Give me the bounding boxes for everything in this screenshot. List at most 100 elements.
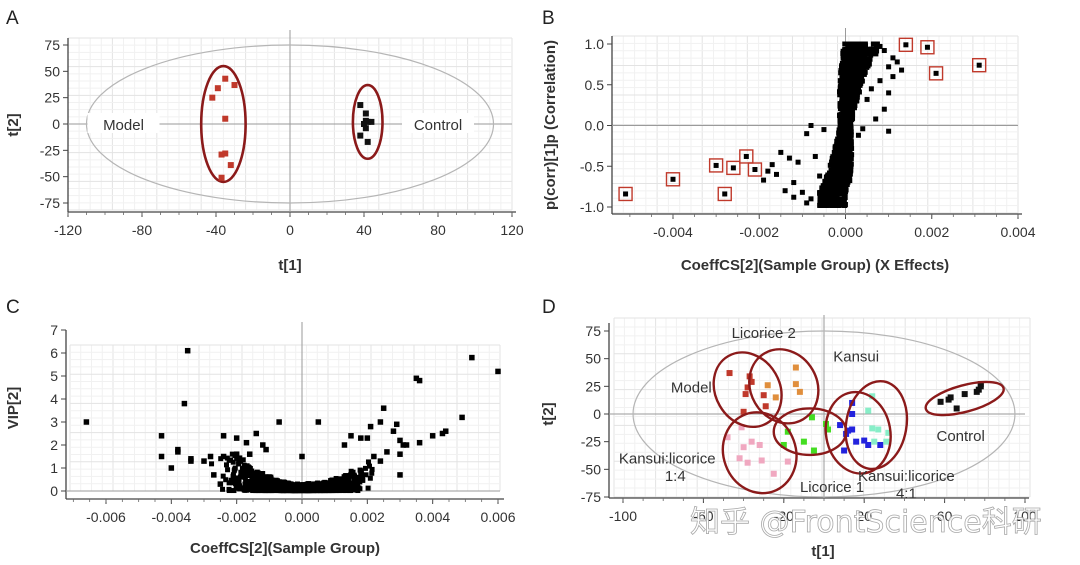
data-point — [253, 430, 260, 437]
dense-point — [817, 199, 823, 205]
dense-point — [846, 73, 852, 79]
panel-a: A -120 -80 -40 0 40 80 120 75 50 25 0 -25 -50 -75 Mod… — [5, 8, 524, 274]
data-point — [384, 449, 390, 455]
dense-point — [318, 482, 324, 488]
dense-point — [278, 483, 284, 489]
dense-point — [258, 477, 264, 483]
data-point — [442, 428, 449, 434]
x-tick-label: 20 — [856, 508, 872, 524]
dense-point — [353, 484, 359, 490]
panel-c: C -0.006 -0.004 -0.002 0.000 0.002 0.004 0.006… — [5, 297, 516, 557]
dense-point — [849, 114, 855, 120]
dense-point — [830, 176, 836, 182]
x-tick-label: 0.006 — [480, 509, 515, 525]
dense-point — [348, 468, 354, 474]
dense-point — [239, 466, 245, 472]
point-model — [740, 408, 747, 415]
dense-point — [838, 144, 844, 150]
data-point — [403, 442, 410, 448]
x-tick-label: -80 — [132, 222, 152, 238]
data-point — [377, 419, 384, 425]
highlighted-point — [752, 167, 758, 173]
point-control — [953, 405, 960, 412]
y-tick-label: -25 — [40, 142, 60, 158]
dense-point — [247, 465, 253, 471]
point-licorice-2 — [772, 394, 779, 401]
dense-point — [817, 189, 823, 195]
dense-point — [230, 459, 236, 465]
dense-point — [830, 157, 836, 163]
dense-point — [254, 474, 260, 480]
dense-point — [837, 172, 843, 178]
x-tick-label: 100 — [1013, 508, 1037, 524]
group-ellipse-kansui — [824, 390, 892, 475]
data-point — [439, 430, 446, 437]
dense-point — [835, 151, 841, 157]
dense-point — [359, 471, 365, 477]
label-background — [87, 113, 160, 133]
scattered-point — [804, 131, 810, 137]
dense-point — [209, 461, 215, 467]
dense-point — [286, 480, 292, 486]
point-kansui-licorice-1-4 — [758, 457, 765, 464]
dense-point — [853, 73, 859, 79]
highlight-box — [971, 57, 987, 73]
y-tick-label: 50 — [585, 351, 601, 367]
group-ellipse-kansui-licorice-4-1 — [844, 379, 909, 471]
dense-point — [843, 68, 849, 74]
dense-point — [365, 485, 371, 491]
dense-point — [860, 57, 866, 63]
dense-point — [337, 477, 343, 483]
dense-point — [328, 479, 334, 485]
dense-point — [835, 197, 841, 203]
dense-point — [355, 488, 361, 494]
dense-point — [223, 477, 229, 483]
highlight-box — [739, 149, 754, 164]
data-point — [397, 451, 403, 457]
scattered-point — [873, 116, 879, 122]
dense-point — [356, 485, 362, 491]
scattered-point — [817, 173, 823, 179]
dense-point — [259, 488, 265, 494]
y-tick-label: -0.5 — [580, 158, 604, 174]
dense-point — [251, 478, 257, 484]
dense-point — [237, 474, 243, 480]
y-tick-label: 2 — [50, 437, 58, 453]
dense-point — [829, 202, 835, 208]
dense-point — [847, 178, 853, 184]
x-tick-label: 0.002 — [914, 224, 949, 240]
point-model — [227, 162, 234, 169]
dense-point — [236, 461, 242, 467]
highlight-box — [618, 186, 633, 202]
group-ellipse-control — [924, 380, 1005, 417]
scattered-point — [791, 180, 797, 186]
highlighted-point — [903, 42, 909, 48]
scattered-point — [791, 194, 797, 200]
x-axis-label-c: CoeffCS[2](Sample Group) — [190, 540, 380, 557]
data-point — [416, 439, 423, 446]
dense-point — [839, 139, 845, 145]
dense-point — [333, 480, 339, 486]
group-label: Licorice 2 — [732, 325, 796, 342]
dense-point — [229, 451, 235, 457]
point-licorice-1 — [784, 428, 791, 435]
dense-point — [844, 126, 850, 132]
panel-label-a: A — [6, 8, 19, 29]
dense-point — [833, 167, 839, 173]
point-kansui-licorice-4-1 — [875, 426, 882, 433]
dense-point — [844, 41, 850, 47]
dense-point — [837, 201, 843, 207]
dense-point — [838, 120, 844, 126]
point-licorice-1 — [808, 414, 815, 421]
group-label: Model — [671, 379, 712, 396]
dense-point — [854, 69, 860, 75]
dense-point — [848, 161, 854, 167]
y-tick-label: -75 — [581, 489, 601, 505]
dense-point — [845, 109, 851, 115]
x-tick-label: 40 — [356, 222, 372, 238]
y-tick-label: 75 — [585, 323, 601, 339]
dense-point — [850, 65, 856, 71]
dense-point — [356, 474, 362, 480]
dense-point — [820, 191, 826, 197]
